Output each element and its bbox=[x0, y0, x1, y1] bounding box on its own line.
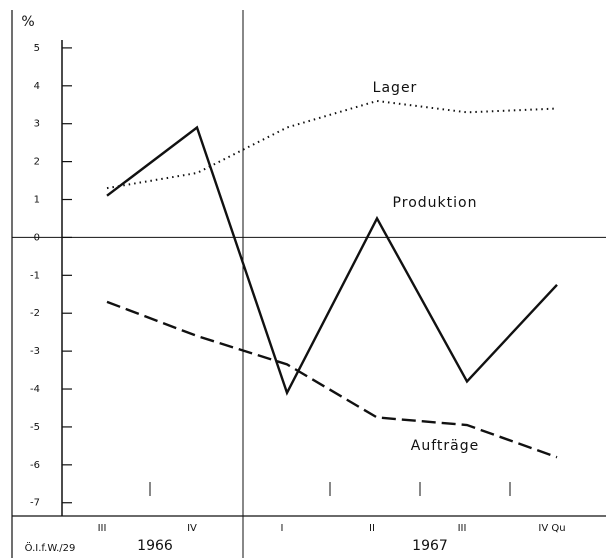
x-tick-label: I bbox=[281, 523, 284, 534]
x-tick-label: IV Qu bbox=[538, 523, 565, 534]
y-tick-label: -1 bbox=[30, 270, 40, 281]
y-tick-label: 1 bbox=[34, 195, 40, 206]
x-tick-label: III bbox=[458, 523, 467, 534]
series-line bbox=[106, 125, 558, 396]
y-tick-label: 5 bbox=[34, 43, 40, 54]
series-line bbox=[106, 99, 558, 190]
series-line bbox=[106, 300, 558, 459]
y-tick-label: -3 bbox=[30, 346, 40, 357]
y-tick-label: -5 bbox=[30, 422, 40, 433]
x-tick-label: III bbox=[98, 523, 107, 534]
series-label: Aufträge bbox=[411, 438, 479, 454]
series-label: Produktion bbox=[393, 195, 478, 211]
y-tick-label: 3 bbox=[34, 119, 40, 130]
year-label: 1966 bbox=[137, 538, 173, 554]
year-label: 1967 bbox=[412, 538, 448, 554]
y-tick-label: -7 bbox=[30, 498, 40, 509]
y-unit: % bbox=[21, 14, 34, 30]
x-tick-label: II bbox=[369, 523, 375, 534]
x-tick-label: IV bbox=[187, 523, 197, 534]
series-label: Lager bbox=[373, 80, 418, 96]
y-tick-label: -2 bbox=[30, 308, 40, 319]
source: Ö.I.f.W./29 bbox=[25, 541, 76, 554]
y-tick-label: 4 bbox=[34, 81, 40, 92]
y-tick-label: -4 bbox=[30, 384, 40, 395]
y-tick-label: 2 bbox=[34, 157, 40, 168]
y-tick-label: -6 bbox=[30, 460, 40, 471]
